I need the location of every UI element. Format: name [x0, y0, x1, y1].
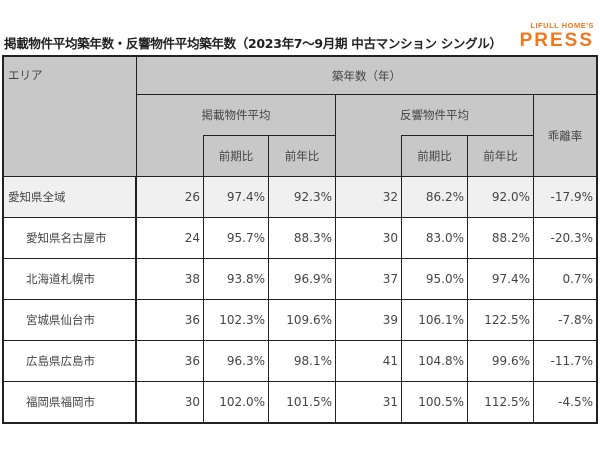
cell-resp-qoq: 86.2%: [402, 177, 468, 218]
page-title: 掲載物件平均築年数・反響物件平均築年数（2023年7～9月期 中古マンション シ…: [4, 36, 502, 51]
cell-resp-yoy: 97.4%: [468, 259, 534, 300]
cell-listed-qoq: 95.7%: [204, 218, 269, 259]
cell-gap: -7.8%: [534, 300, 596, 341]
logo-main-text: PRESS: [519, 29, 594, 51]
row-area-label: 愛知県名古屋市: [4, 218, 137, 259]
cell-resp-yoy: 122.5%: [468, 300, 534, 341]
cell-listed: 26: [137, 177, 204, 218]
cell-gap: -20.3%: [534, 218, 596, 259]
header-listed-avg: 掲載物件平均: [137, 95, 336, 135]
logo-top-text: LIFULL HOME'S: [530, 21, 594, 30]
lifull-homes-press-logo: LIFULL HOME'S PRESS: [520, 22, 594, 50]
cell-resp-yoy: 88.2%: [468, 218, 534, 259]
cell-resp: 39: [336, 300, 402, 341]
cell-listed-yoy: 92.3%: [269, 177, 336, 218]
row-area-label: 広島県広島市: [4, 341, 137, 382]
row-area-label: 愛知県全域: [4, 177, 137, 218]
cell-listed: 38: [137, 259, 204, 300]
row-area-label: 北海道札幌市: [4, 259, 137, 300]
cell-listed: 36: [137, 341, 204, 382]
header-listed-yoy: 前年比: [269, 135, 336, 177]
cell-listed-qoq: 102.3%: [204, 300, 269, 341]
cell-resp-qoq: 95.0%: [402, 259, 468, 300]
cell-listed-qoq: 96.3%: [204, 341, 269, 382]
cell-gap: -4.5%: [534, 382, 596, 422]
cell-listed-yoy: 88.3%: [269, 218, 336, 259]
cell-listed-yoy: 98.1%: [269, 341, 336, 382]
header-listed-blank: [137, 135, 204, 177]
cell-resp: 41: [336, 341, 402, 382]
cell-listed: 36: [137, 300, 204, 341]
cell-gap: -11.7%: [534, 341, 596, 382]
cell-resp: 37: [336, 259, 402, 300]
cell-listed-qoq: 97.4%: [204, 177, 269, 218]
cell-resp-qoq: 100.5%: [402, 382, 468, 422]
cell-gap: -17.9%: [534, 177, 596, 218]
cell-listed-yoy: 96.9%: [269, 259, 336, 300]
header-gap-rate: 乖離率: [534, 95, 596, 177]
cell-resp-yoy: 99.6%: [468, 341, 534, 382]
cell-resp: 30: [336, 218, 402, 259]
header-response-qoq: 前期比: [402, 135, 468, 177]
cell-gap: 0.7%: [534, 259, 596, 300]
cell-resp-yoy: 112.5%: [468, 382, 534, 422]
cell-listed-yoy: 109.6%: [269, 300, 336, 341]
header-response-blank: [336, 135, 402, 177]
row-area-label: 宮城県仙台市: [4, 300, 137, 341]
row-area-label: 福岡県福岡市: [4, 382, 137, 422]
header-response-yoy: 前年比: [468, 135, 534, 177]
header-area: エリア: [4, 57, 137, 177]
cell-resp-qoq: 104.8%: [402, 341, 468, 382]
cell-resp-qoq: 83.0%: [402, 218, 468, 259]
cell-resp: 32: [336, 177, 402, 218]
cell-resp-qoq: 106.1%: [402, 300, 468, 341]
cell-listed: 30: [137, 382, 204, 422]
cell-listed: 24: [137, 218, 204, 259]
cell-listed-qoq: 93.8%: [204, 259, 269, 300]
header-response-avg: 反響物件平均: [336, 95, 534, 135]
cell-listed-yoy: 101.5%: [269, 382, 336, 422]
cell-resp-yoy: 92.0%: [468, 177, 534, 218]
cell-listed-qoq: 102.0%: [204, 382, 269, 422]
header-building-age: 築年数（年）: [137, 57, 596, 95]
age-table: エリア 築年数（年） 掲載物件平均 反響物件平均 乖離率 前期比 前年比 前期比…: [2, 55, 598, 424]
header-listed-qoq: 前期比: [204, 135, 269, 177]
cell-resp: 31: [336, 382, 402, 422]
